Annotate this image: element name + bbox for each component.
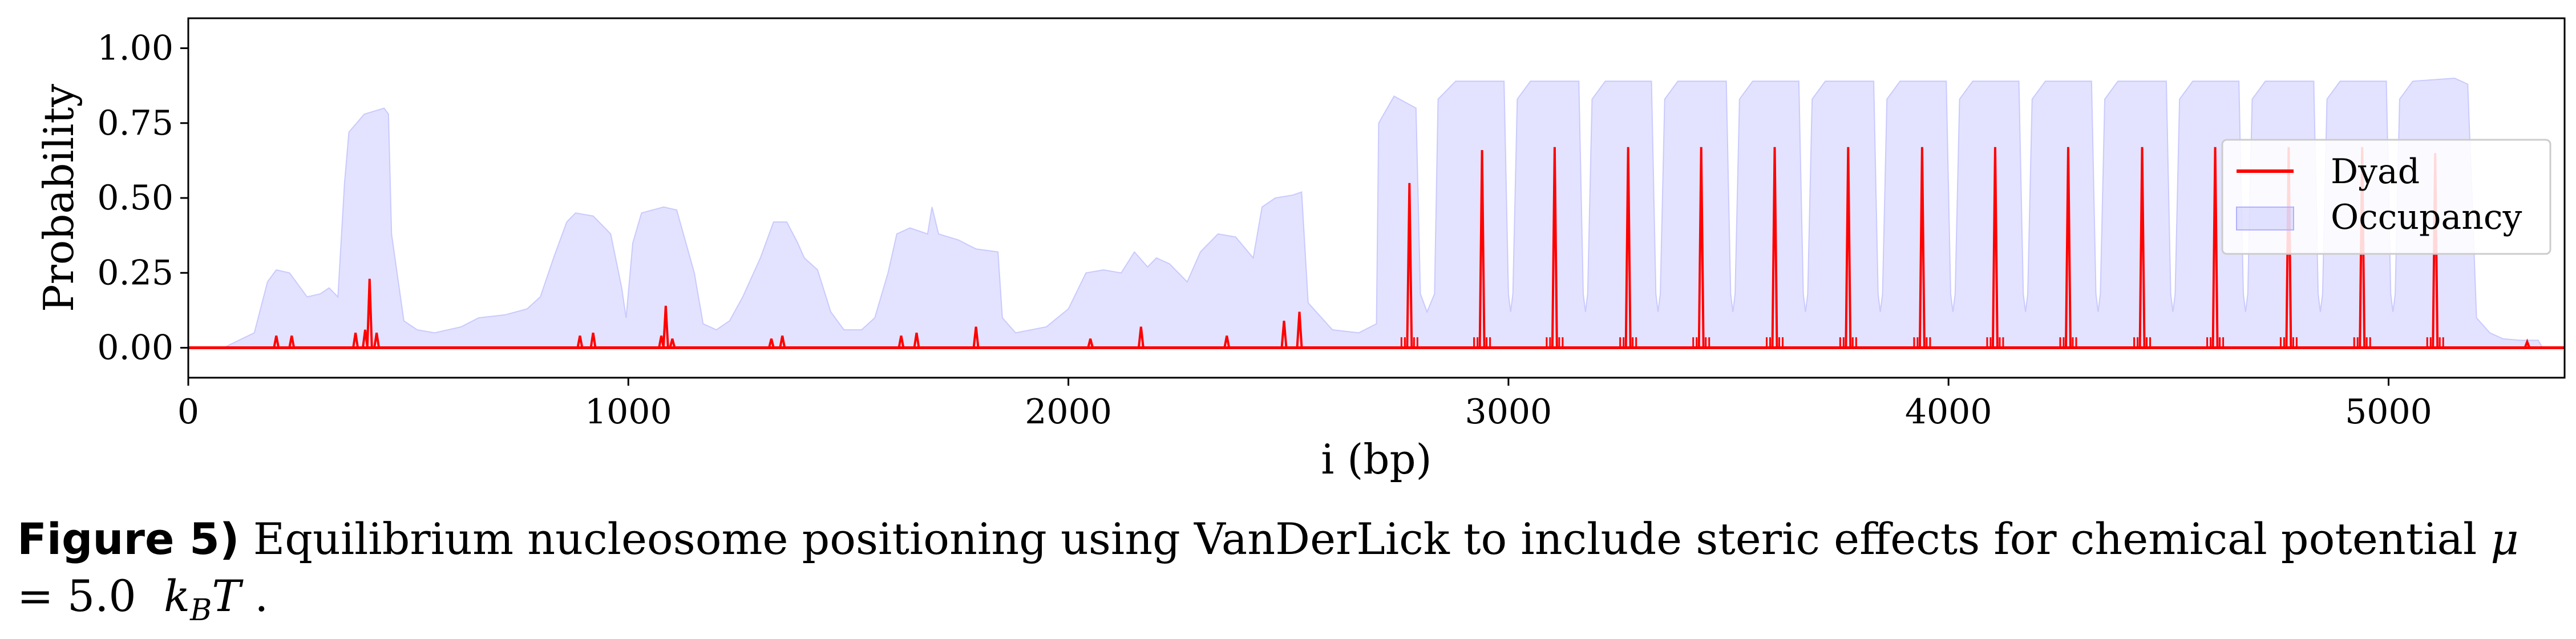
figure-caption: Figure 5) Equilibrium nucleosome positio… — [17, 511, 2562, 639]
dyad-peak — [897, 335, 905, 348]
dyad-peak — [576, 335, 584, 348]
plot-area — [188, 77, 2565, 349]
dyad-peak — [1845, 147, 1852, 348]
dyad-peak — [352, 332, 359, 348]
caption-mu-symbol: μ — [2490, 513, 2519, 564]
dyad-peak — [1280, 321, 1288, 348]
occupancy-area — [188, 77, 2543, 349]
x-tick-label: 4000 — [1905, 392, 1992, 432]
dyad-peak — [2064, 147, 2072, 348]
y-tick-label: 0.25 — [97, 253, 173, 293]
dyad-peak — [972, 326, 980, 348]
dyad-peak — [669, 338, 676, 348]
dyad-peak — [1697, 147, 1705, 348]
dyad-peak — [1137, 326, 1145, 348]
legend-occupancy-label: Occupancy — [2331, 197, 2522, 237]
caption-figure-number: Figure 5) — [17, 513, 240, 564]
dyad-peak — [366, 278, 373, 348]
dyad-peak — [288, 335, 296, 348]
legend-occupancy-swatch — [2236, 207, 2294, 230]
dyad-peak — [2524, 338, 2531, 349]
dyad-peak — [1551, 147, 1558, 348]
x-tick-label: 3000 — [1465, 392, 1552, 432]
y-tick-label: 1.00 — [97, 29, 173, 68]
dyad-peak — [1296, 312, 1303, 348]
dyad-peak — [1624, 147, 1632, 348]
caption-value: 5.0 — [67, 571, 136, 621]
axes: 0 1000 2000 3000 4000 5000 0.00 0.25 0.50 0.75 1.0… — [97, 17, 2566, 432]
caption-k: k — [164, 571, 191, 621]
dyad-peak — [1406, 183, 1413, 348]
dyad-peak — [1991, 147, 1999, 348]
y-axis-label: Probability — [35, 84, 83, 312]
dyad-peak — [913, 332, 920, 348]
caption-k-subscript: B — [190, 593, 212, 628]
dyad-peak — [589, 332, 597, 348]
legend-box — [2221, 139, 2551, 255]
x-tick-label: 0 — [177, 392, 199, 432]
dyad-peak — [273, 335, 280, 348]
dyad-peak — [779, 335, 786, 348]
caption-text: Equilibrium nucleosome positioning using… — [239, 513, 2491, 564]
dyad-peak — [768, 338, 775, 348]
dyad-peak — [662, 305, 669, 348]
caption-end: . — [241, 571, 269, 621]
caption-equals: = — [17, 571, 67, 621]
figure-chart: 0 1000 2000 3000 4000 5000 0.00 0.25 0.50 0.75 1.0… — [35, 17, 2566, 483]
y-tick-label: 0.00 — [97, 328, 173, 368]
dyad-peak — [373, 332, 381, 348]
dyad-peak — [1918, 147, 1926, 348]
y-tick-label: 0.75 — [97, 103, 173, 143]
dyad-peak — [2211, 147, 2219, 348]
x-tick-label: 1000 — [585, 392, 672, 432]
dyad-peak — [1478, 149, 1486, 348]
dyad-peak — [1223, 335, 1231, 348]
dyad-peak — [1771, 147, 1778, 348]
legend: Dyad Occupancy — [2221, 139, 2551, 255]
x-tick-label: 2000 — [1025, 392, 1112, 432]
y-tick-label: 0.50 — [97, 178, 173, 218]
dyad-peak — [1087, 338, 1094, 348]
x-axis-label: i (bp) — [1321, 435, 1431, 483]
caption-T: T — [212, 571, 241, 621]
legend-dyad-label: Dyad — [2331, 152, 2420, 192]
dyad-peak — [2138, 147, 2146, 348]
x-tick-label: 5000 — [2345, 392, 2432, 432]
